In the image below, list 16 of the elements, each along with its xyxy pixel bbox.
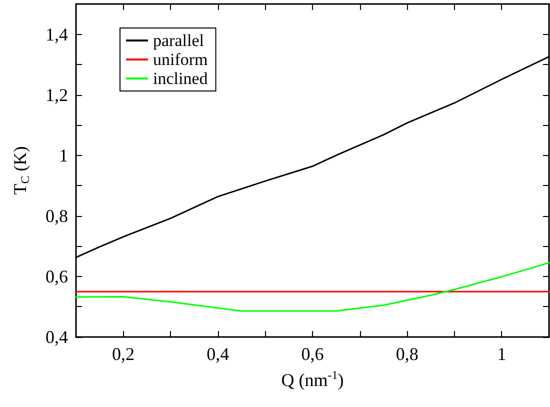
y-tick-label: 0,4	[46, 327, 68, 347]
legend-label: uniform	[153, 50, 208, 69]
x-tick-label: 0,2	[112, 344, 135, 364]
y-tick-label: 0,8	[46, 206, 68, 226]
x-tick-label: 0,6	[301, 344, 324, 364]
x-tick-label: 0,8	[396, 344, 418, 364]
y-tick-label: 1	[59, 145, 68, 166]
y-tick-label: 1,4	[46, 24, 68, 44]
x-tick-label: 0,4	[206, 344, 230, 364]
line-series	[75, 262, 550, 312]
legend-label: inclined	[153, 69, 208, 88]
x-tick-label: 1	[497, 344, 506, 364]
y-tick-label: 0,6	[46, 266, 68, 286]
y-axis-title: TC (K)	[10, 146, 32, 195]
y-tick-label: 1,2	[46, 84, 68, 105]
legend-label: parallel	[153, 31, 204, 50]
